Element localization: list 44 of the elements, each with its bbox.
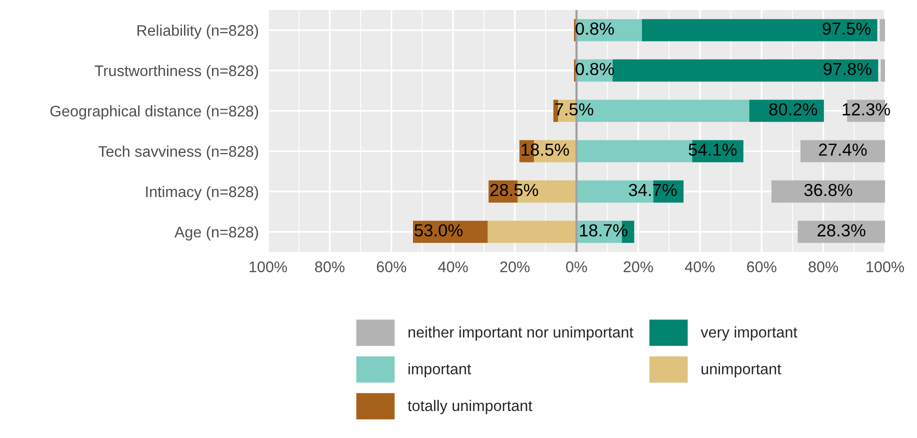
x-tick-label: 20%	[624, 261, 653, 272]
x-tick-label: 100%	[866, 261, 904, 272]
legend-label: very important	[700, 326, 798, 341]
legend-label: important	[408, 363, 472, 378]
legend-label: neither important nor unimportant	[408, 326, 634, 341]
data-label: 12.3%	[842, 103, 890, 116]
x-tick-label: 40%	[438, 261, 468, 272]
y-tick-label: Intimacy (n=828)	[146, 186, 258, 200]
x-tick-label: 80%	[315, 261, 344, 272]
x-tick-label: 60%	[747, 261, 776, 272]
data-label: 36.8%	[804, 184, 852, 196]
bar	[798, 220, 885, 243]
y-tick-label: Trustworthiness (n=828)	[94, 64, 258, 80]
y-tick-label: Reliability (n=828)	[138, 24, 258, 39]
bar	[771, 180, 885, 203]
x-tick-label: 0%	[566, 261, 587, 272]
x-tick-label: 60%	[376, 261, 406, 272]
data-label: 28.3%	[818, 224, 866, 236]
bar	[749, 100, 824, 122]
y-tick-label: Geographical distance (n=828)	[50, 105, 258, 120]
annotation: 97.8%	[824, 62, 872, 76]
bar	[488, 220, 576, 243]
bar	[642, 19, 878, 42]
annotation: 80.2%	[769, 103, 818, 116]
x-tick-label: 20%	[500, 261, 530, 272]
y-tick-label: Tech savviness (n=828)	[98, 146, 258, 160]
data-label: 27.4%	[818, 144, 867, 156]
bar	[412, 220, 488, 243]
annotation: 18.5%	[522, 144, 569, 156]
legend-label: unimportant	[702, 363, 782, 378]
y-tick-label: Age (n=828)	[174, 226, 258, 241]
bar	[800, 140, 885, 162]
x-tick-label: 40%	[684, 261, 715, 272]
bar	[880, 19, 885, 42]
annotation: 53.0%	[414, 224, 463, 236]
legend-label: totally unimportant	[408, 400, 532, 414]
x-tick-label: 100%	[250, 261, 287, 272]
bar	[880, 59, 885, 82]
annotation: 7.5%	[555, 103, 594, 116]
x-tick-label: 80%	[808, 261, 838, 272]
bar	[612, 59, 878, 82]
bar	[576, 19, 642, 42]
annotation: 97.5%	[822, 22, 870, 35]
annotation: 0.8%	[576, 22, 614, 35]
